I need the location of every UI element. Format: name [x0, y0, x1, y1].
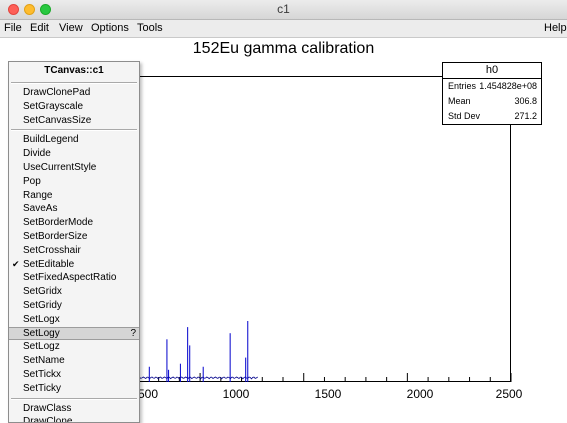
window-title: c1: [277, 2, 290, 16]
menu-item-label: BuildLegend: [23, 134, 79, 146]
stats-row-mean: Mean 306.8: [443, 94, 541, 109]
menu-item-label: Range: [23, 189, 53, 201]
menu-item-set-border-mode[interactable]: SetBorderMode: [9, 216, 139, 230]
menubar: File Edit View Options Tools Help: [0, 20, 567, 38]
checkmark-icon: ✔: [12, 258, 20, 269]
stats-key: Mean: [448, 96, 471, 106]
menu-item-divide[interactable]: Divide: [9, 147, 139, 161]
menu-item-label: SetLogx: [23, 313, 60, 325]
menu-item-draw-clone-pad[interactable]: DrawClonePad: [9, 86, 139, 100]
stats-value: 271.2: [514, 111, 537, 121]
menu-item-set-crosshair[interactable]: SetCrosshair: [9, 244, 139, 258]
menu-item-draw-clone[interactable]: DrawClone: [9, 415, 139, 423]
menu-separator: [11, 397, 137, 400]
menu-item-set-logy[interactable]: SetLogy?: [9, 326, 139, 341]
stats-key: Std Dev: [448, 111, 481, 121]
menu-item-set-gridx[interactable]: SetGridx: [9, 285, 139, 299]
window-titlebar: c1: [0, 0, 567, 20]
menu-item-label: SetCrosshair: [23, 244, 81, 256]
menu-item-label: Divide: [23, 148, 51, 160]
menu-item-label: SaveAs: [23, 203, 58, 215]
x-tick-label-1000: 1000: [222, 387, 250, 401]
menu-item-label: SetBorderMode: [23, 217, 94, 229]
menu-item-draw-class[interactable]: DrawClass: [9, 402, 139, 416]
stats-value: 1.454828e+08: [479, 81, 537, 91]
menu-item-label: SetLogz: [23, 341, 60, 353]
menu-tools[interactable]: Tools: [137, 22, 163, 34]
context-menu-group-2: BuildLegend Divide UseCurrentStyle Pop Range…: [9, 133, 139, 395]
menu-item-set-gridy[interactable]: SetGridy: [9, 299, 139, 313]
menu-item-set-editable[interactable]: ✔ SetEditable: [9, 258, 139, 272]
menu-file[interactable]: File: [4, 22, 22, 34]
stats-row-entries: Entries 1.454828e+08: [443, 79, 541, 94]
stats-value: 306.8: [514, 96, 537, 106]
menu-item-label: SetTicky: [23, 382, 61, 394]
menu-item-range[interactable]: Range: [9, 189, 139, 203]
menu-edit[interactable]: Edit: [30, 22, 49, 34]
menu-item-set-border-size[interactable]: SetBorderSize: [9, 230, 139, 244]
menu-item-label: SetGrayscale: [23, 100, 84, 112]
menu-item-set-logx[interactable]: SetLogx: [9, 313, 139, 327]
menu-item-label: SetTickx: [23, 368, 61, 380]
context-menu-group-3: DrawClass DrawClone: [9, 402, 139, 423]
menu-item-pop[interactable]: Pop: [9, 175, 139, 189]
minimize-window-button[interactable]: [24, 4, 35, 15]
menu-item-set-ticky[interactable]: SetTicky: [9, 382, 139, 396]
menu-separator: [11, 129, 137, 132]
close-window-button[interactable]: [8, 4, 19, 15]
menu-item-label: SetName: [23, 355, 65, 367]
help-icon[interactable]: ?: [130, 327, 136, 339]
menu-item-set-name[interactable]: SetName: [9, 354, 139, 368]
menu-item-build-legend[interactable]: BuildLegend: [9, 133, 139, 147]
menu-item-set-logz[interactable]: SetLogz: [9, 340, 139, 354]
context-menu-title: TCanvas::c1: [44, 65, 104, 76]
menu-item-label: Pop: [23, 175, 41, 187]
menu-options[interactable]: Options: [91, 22, 129, 34]
menu-item-label: SetLogy: [23, 327, 60, 339]
menu-item-set-fixed-aspect-ratio[interactable]: SetFixedAspectRatio: [9, 271, 139, 285]
menu-item-save-as[interactable]: SaveAs: [9, 202, 139, 216]
menu-item-label: SetCanvasSize: [23, 114, 92, 126]
menu-item-label: UseCurrentStyle: [23, 161, 97, 173]
x-tick-label-2000: 2000: [406, 387, 434, 401]
x-tick-label-500: 500: [137, 387, 159, 401]
menu-item-label: DrawClonePad: [23, 87, 91, 98]
menu-item-label: DrawClass: [23, 402, 72, 414]
context-menu-group-1: DrawClonePad SetGrayscale SetCanvasSize: [9, 86, 139, 127]
menu-item-use-current-style[interactable]: UseCurrentStyle: [9, 161, 139, 175]
stats-key: Entries: [448, 81, 477, 91]
menu-item-set-tickx[interactable]: SetTickx: [9, 368, 139, 382]
menu-view[interactable]: View: [59, 22, 83, 34]
menu-separator: [11, 82, 137, 84]
menu-item-label: SetBorderSize: [23, 230, 88, 242]
menu-item-label: SetGridx: [23, 286, 62, 298]
menu-item-set-grayscale[interactable]: SetGrayscale: [9, 100, 139, 114]
stats-histogram-name: h0: [443, 63, 541, 79]
stats-row-stddev: Std Dev 271.2: [443, 109, 541, 124]
zoom-window-button[interactable]: [40, 4, 51, 15]
menu-item-set-canvas-size[interactable]: SetCanvasSize: [9, 114, 139, 128]
x-tick-label-1500: 1500: [314, 387, 342, 401]
menu-item-label: SetFixedAspectRatio: [23, 272, 117, 284]
x-tick-label-2500: 2500: [495, 387, 523, 401]
menu-item-label: DrawClone: [23, 416, 73, 423]
menu-item-label: SetEditable: [23, 258, 75, 270]
menu-item-label: SetGridy: [23, 299, 62, 311]
canvas-title: 152Eu gamma calibration: [192, 40, 375, 57]
stats-box[interactable]: h0 Entries 1.454828e+08 Mean 306.8 Std D…: [442, 62, 542, 125]
menu-help[interactable]: Help: [544, 22, 567, 34]
